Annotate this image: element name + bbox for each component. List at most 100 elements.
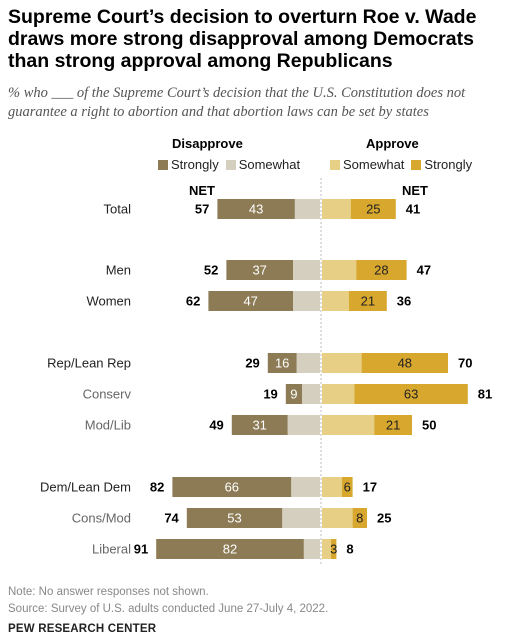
legend-swatch	[225, 159, 236, 170]
label-approve-net: 70	[458, 356, 472, 371]
legend-swatch	[330, 159, 340, 170]
net-header-left: NET	[189, 183, 215, 198]
bar-approve-strongly	[361, 353, 448, 373]
bar-approve-somewhat	[322, 260, 357, 280]
label-disapprove-net: 19	[263, 387, 277, 402]
label-disapprove-strongly: 37	[252, 263, 266, 278]
legend-item: Strongly	[411, 157, 472, 172]
row-category-label: Cons/Mod	[72, 511, 131, 526]
label-disapprove-net: 62	[186, 294, 200, 309]
bar-disapprove-somewhat	[282, 508, 320, 528]
bar-approve-somewhat	[322, 199, 351, 219]
bar-disapprove-strongly	[226, 260, 293, 280]
label-approve-strongly: 21	[386, 418, 400, 433]
legend-item: Somewhat	[330, 157, 404, 172]
organization-logo-text: PEW RESEARCH CENTER	[8, 623, 157, 635]
bar-approve-somewhat	[322, 539, 331, 559]
label-disapprove-strongly: 16	[275, 356, 289, 371]
row-category-label: Dem/Lean Dem	[40, 480, 131, 495]
legend-approve: Somewhat Strongly	[330, 157, 479, 172]
row-category-label: Men	[106, 263, 131, 278]
label-disapprove-strongly: 43	[249, 202, 263, 217]
bar-disapprove-somewhat	[293, 291, 320, 311]
bar-approve-strongly	[331, 539, 337, 559]
bar-approve-strongly	[341, 477, 353, 497]
row-category-label: Women	[86, 294, 131, 309]
bar-disapprove-strongly	[231, 415, 288, 435]
bar-disapprove-somewhat	[294, 199, 320, 219]
label-disapprove-net: 49	[209, 418, 223, 433]
bar-disapprove-strongly	[172, 477, 292, 497]
label-disapprove-strongly: 31	[252, 418, 266, 433]
bar-approve-somewhat	[322, 508, 353, 528]
disapprove-header: Disapprove	[172, 136, 243, 151]
bar-disapprove-somewhat	[291, 477, 320, 497]
bar-approve-strongly	[349, 291, 387, 311]
source-text: Source: Survey of U.S. adults conducted …	[8, 603, 329, 615]
bar-approve-strongly	[352, 508, 367, 528]
bar-disapprove-somewhat	[293, 260, 320, 280]
label-approve-strongly: 6	[344, 480, 351, 495]
net-header-right: NET	[402, 183, 428, 198]
bar-disapprove-somewhat	[296, 353, 320, 373]
label-disapprove-net: 91	[134, 542, 148, 557]
legend-label: Somewhat	[238, 157, 301, 172]
chart-subtitle: % who ___ of the Supreme Court’s decisio…	[8, 85, 466, 120]
label-approve-net: 81	[478, 387, 492, 402]
legend-swatch	[158, 159, 168, 170]
label-disapprove-net: 57	[195, 202, 209, 217]
bar-disapprove-strongly	[186, 508, 283, 528]
bar-approve-strongly	[350, 199, 396, 219]
label-approve-strongly: 63	[404, 387, 418, 402]
bar-approve-strongly	[354, 384, 468, 404]
label-approve-net: 8	[346, 542, 353, 557]
bar-approve-somewhat	[322, 353, 362, 373]
chart-title: Supreme Court’s decision to overturn Roe…	[8, 6, 477, 72]
legend-item: Strongly	[158, 157, 219, 172]
label-disapprove-net: 29	[245, 356, 259, 371]
bar-disapprove-strongly	[217, 199, 295, 219]
bar-approve-somewhat	[322, 384, 355, 404]
bar-disapprove-somewhat	[302, 384, 320, 404]
label-disapprove-strongly: 53	[227, 511, 241, 526]
legend-label: Strongly	[171, 157, 219, 172]
label-disapprove-net: 52	[204, 263, 218, 278]
label-approve-net: 17	[363, 480, 377, 495]
label-approve-strongly: 3	[330, 542, 337, 557]
row-category-label: Conserv	[83, 387, 132, 402]
note-text: Note: No answer responses not shown.	[8, 586, 209, 598]
label-disapprove-net: 82	[150, 480, 164, 495]
legend-disapprove: Strongly Somewhat	[158, 157, 307, 172]
legend-swatch	[411, 159, 422, 170]
label-disapprove-strongly: 66	[225, 480, 239, 495]
bar-disapprove-strongly	[285, 384, 302, 404]
bar-approve-strongly	[374, 415, 412, 435]
bar-disapprove-somewhat	[303, 539, 320, 559]
legend-item: Somewhat	[225, 157, 301, 172]
label-approve-strongly: 8	[356, 511, 363, 526]
bar-disapprove-strongly	[208, 291, 293, 311]
legend-label: Strongly	[424, 157, 473, 172]
label-approve-net: 47	[417, 263, 431, 278]
label-approve-strongly: 28	[374, 263, 388, 278]
bar-approve-somewhat	[322, 415, 375, 435]
row-category-label: Mod/Lib	[85, 418, 131, 433]
label-disapprove-strongly: 9	[290, 387, 297, 402]
label-approve-strongly: 25	[366, 202, 380, 217]
label-disapprove-net: 74	[164, 511, 179, 526]
label-approve-net: 50	[422, 418, 436, 433]
label-approve-net: 25	[377, 511, 391, 526]
row-category-label: Total	[104, 202, 132, 217]
label-disapprove-strongly: 47	[243, 294, 257, 309]
row-category-label: Rep/Lean Rep	[47, 356, 131, 371]
label-approve-net: 36	[397, 294, 411, 309]
bar-disapprove-strongly	[267, 353, 297, 373]
label-approve-strongly: 48	[398, 356, 412, 371]
bar-disapprove-somewhat	[287, 415, 320, 435]
label-approve-strongly: 21	[361, 294, 375, 309]
bar-approve-strongly	[356, 260, 407, 280]
legend-label: Somewhat	[343, 157, 405, 172]
bar-disapprove-strongly	[156, 539, 304, 559]
label-disapprove-strongly: 82	[223, 542, 237, 557]
